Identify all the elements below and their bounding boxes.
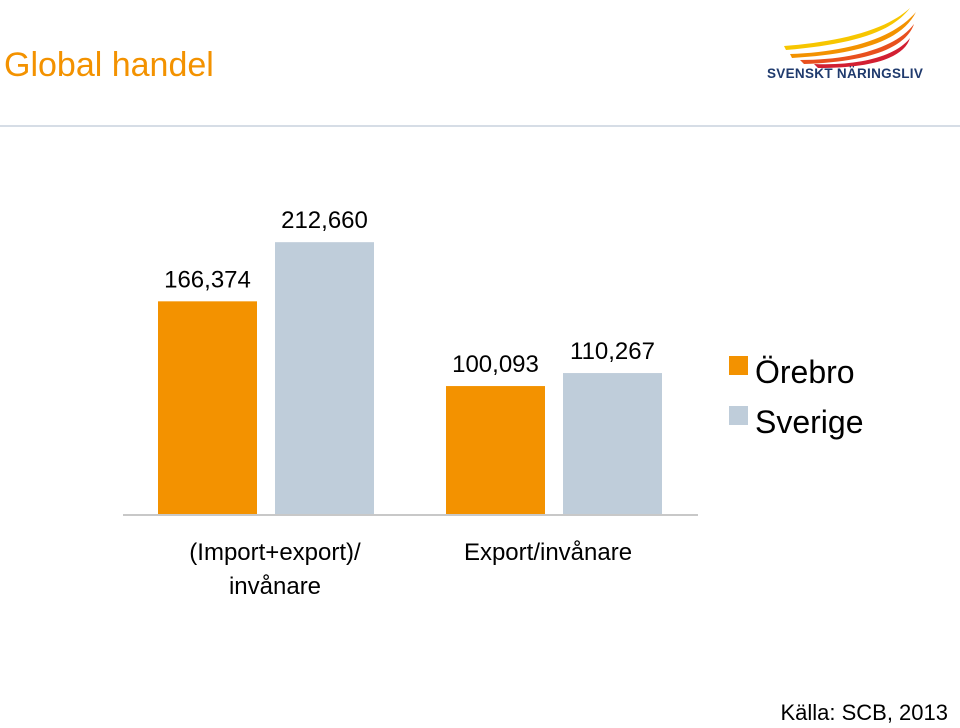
- bar-sverige-1: [275, 242, 374, 514]
- header-divider: [0, 125, 960, 127]
- source-note: Källa: SCB, 2013: [780, 700, 948, 725]
- data-label: 100,093: [452, 351, 539, 378]
- data-label: 166,374: [164, 266, 251, 293]
- x-tick-label: (Import+export)/: [189, 539, 361, 566]
- data-label: 110,267: [570, 338, 655, 365]
- legend-label: Örebro: [755, 354, 855, 390]
- bar-sverige-2: [563, 373, 662, 514]
- data-label: 212,660: [281, 207, 368, 234]
- bar-rebro-1: [158, 301, 257, 514]
- x-tick-label: invånare: [229, 573, 321, 600]
- legend-swatch: [729, 356, 748, 375]
- x-tick-label: Export/invånare: [464, 539, 632, 566]
- svenskt-naringsliv-logo: [784, 8, 916, 68]
- legend-label: Sverige: [755, 404, 864, 440]
- logo-text: SVENSKT NÄRINGSLIV: [767, 66, 924, 81]
- slide-title: Global handel: [4, 46, 214, 84]
- legend-swatch: [729, 406, 748, 425]
- bar-rebro-2: [446, 386, 545, 514]
